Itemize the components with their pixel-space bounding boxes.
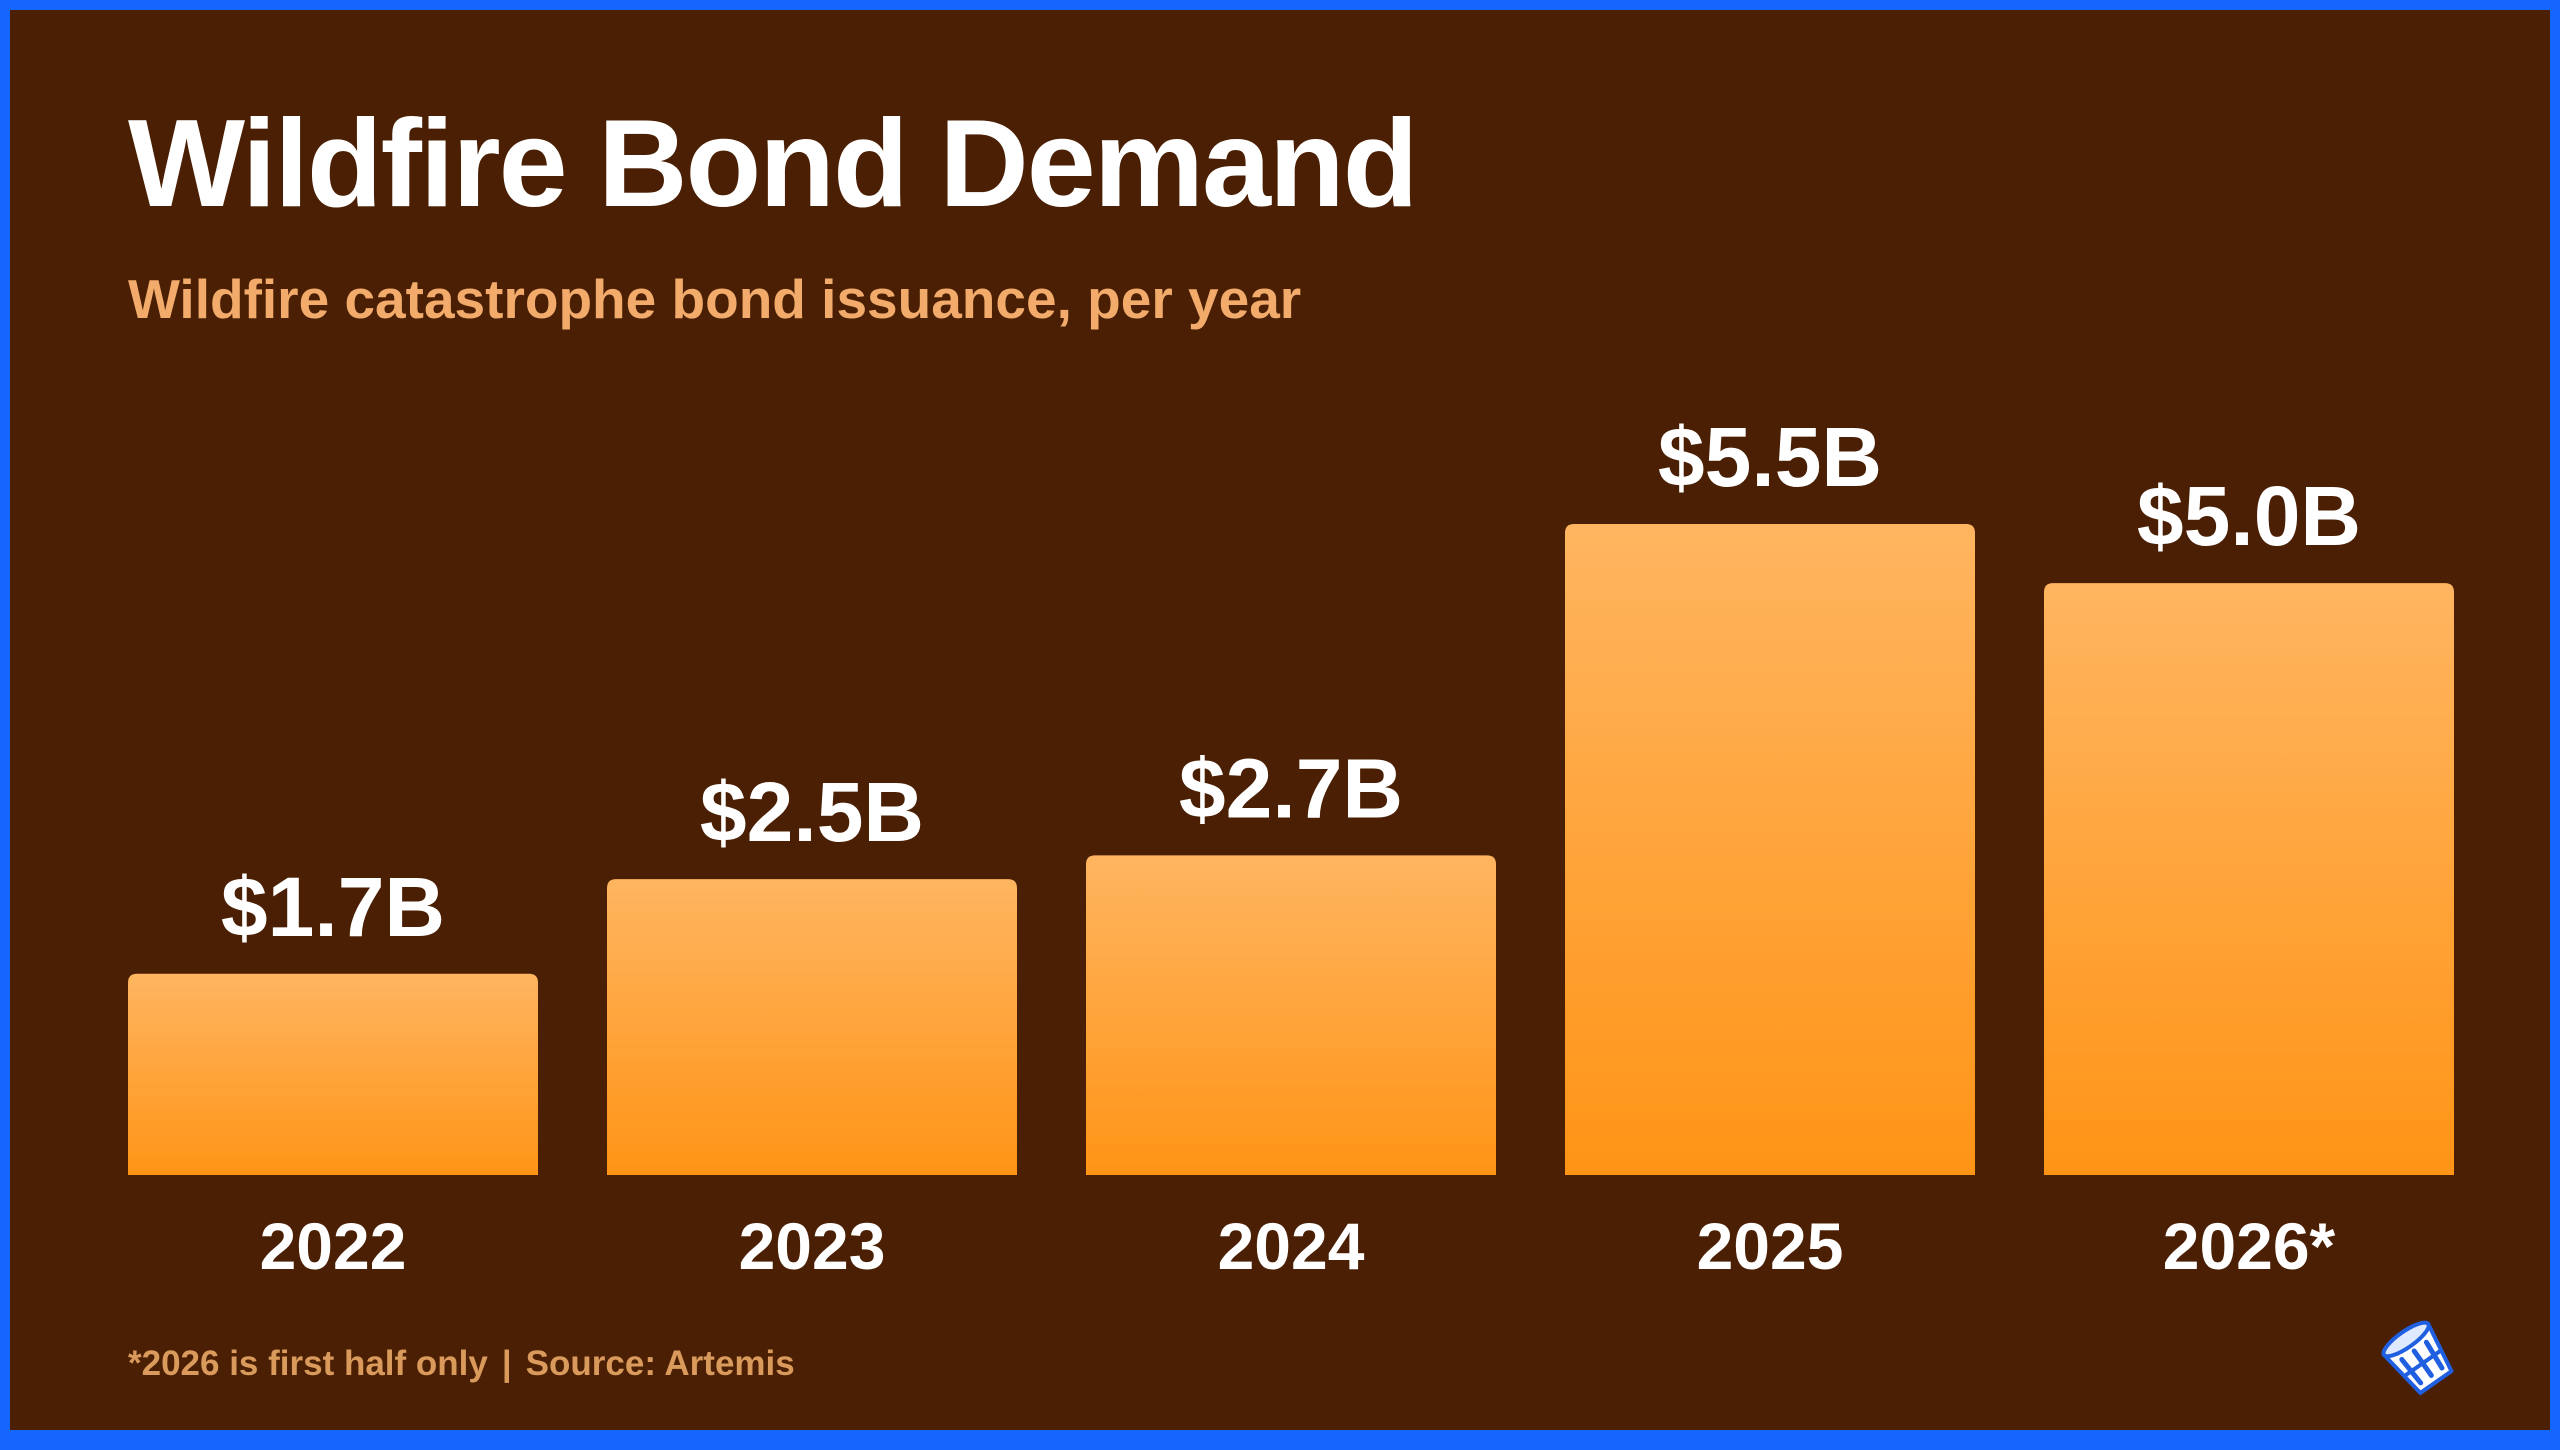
category-label: 2023 [739, 1209, 886, 1283]
category-label: 2025 [1697, 1209, 1844, 1283]
footnote-separator: | [501, 1344, 512, 1383]
bar-2022 [128, 973, 538, 1175]
chart-title: Wildfire Bond Demand [128, 95, 1418, 233]
bars-group [128, 524, 2454, 1175]
bar-2026 [2044, 583, 2454, 1175]
footnote-source: Source: Artemis [525, 1344, 795, 1383]
bar-2025 [1565, 524, 1975, 1175]
category-label: 2026* [2163, 1209, 2336, 1283]
value-label: $5.0B [2137, 469, 2361, 563]
value-label: $2.5B [700, 765, 924, 859]
value-labels-group: $1.7B $2.5B $2.7B $5.5B $5.0B [221, 410, 2361, 954]
value-label: $5.5B [1658, 410, 1882, 504]
category-labels-group: 2022 2023 2024 2025 2026* [260, 1209, 2336, 1283]
footnote: *2026 is first half only | Source: Artemis [128, 1346, 795, 1381]
category-label: 2022 [260, 1209, 407, 1283]
bucket-logo-icon [2381, 1320, 2454, 1395]
bar-chart: $1.7B$2.5B $2.7B$5.5B$5.0B 2022 2023 2024 20… [128, 410, 2454, 1283]
chart-subtitle: Wildfire catastrophe bond issuance, per … [128, 268, 1302, 330]
value-label: $1.7B [221, 860, 445, 954]
bar-2023 [607, 879, 1017, 1175]
bar-2024 [1086, 855, 1496, 1175]
footnote-note: *2026 is first half only [128, 1344, 488, 1383]
category-label: 2024 [1218, 1209, 1365, 1283]
value-label: $2.7B [1179, 741, 1403, 835]
